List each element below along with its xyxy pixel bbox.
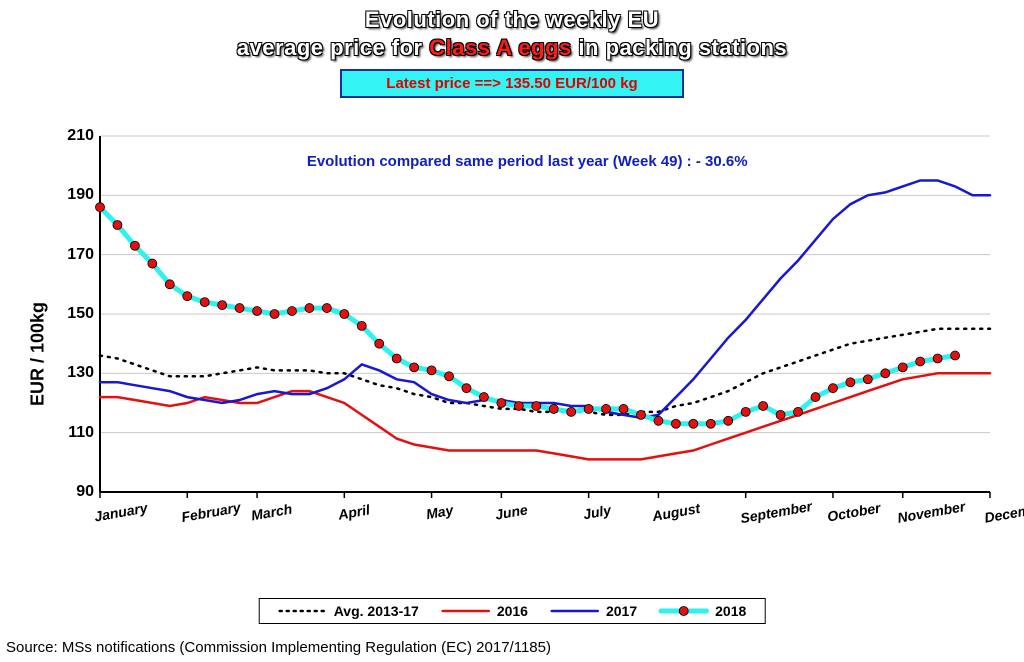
marker [567, 407, 576, 416]
marker [427, 366, 436, 375]
marker [287, 307, 296, 316]
y-tick-label: 90 [60, 483, 94, 501]
y-tick-label: 130 [60, 364, 94, 382]
marker [514, 401, 523, 410]
marker [322, 304, 331, 313]
marker [706, 419, 715, 428]
title-pre: average price for [237, 35, 429, 60]
legend-item: 2018 [659, 603, 746, 619]
marker [305, 304, 314, 313]
legend-item: 2017 [550, 603, 637, 619]
marker [636, 410, 645, 419]
marker [584, 404, 593, 413]
marker [759, 401, 768, 410]
marker [357, 321, 366, 330]
marker [410, 363, 419, 372]
marker [846, 378, 855, 387]
marker [445, 372, 454, 381]
marker [375, 339, 384, 348]
latest-price-badge: Latest price ==> 135.50 EUR/100 kg [340, 69, 683, 98]
legend-label: 2016 [497, 603, 528, 619]
marker [794, 407, 803, 416]
y-tick-label: 110 [60, 424, 94, 442]
legend-item: Avg. 2013-17 [278, 603, 419, 619]
marker [270, 310, 279, 319]
chart-area: EUR / 100kg Evolution compared same peri… [44, 126, 1004, 582]
marker [951, 351, 960, 360]
marker [811, 393, 820, 402]
title-post: in packing stations [572, 35, 787, 60]
marker [863, 375, 872, 384]
evolution-annotation: Evolution compared same period last year… [307, 153, 748, 170]
marker [689, 419, 698, 428]
marker [916, 357, 925, 366]
marker [200, 298, 209, 307]
marker [96, 203, 105, 212]
marker [741, 407, 750, 416]
marker [340, 310, 349, 319]
marker [898, 363, 907, 372]
chart-title: Evolution of the weekly EU average price… [0, 0, 1024, 61]
marker [881, 369, 890, 378]
marker [532, 401, 541, 410]
source-text: Source: MSs notifications (Commission Im… [6, 639, 551, 656]
marker [724, 416, 733, 425]
marker [619, 404, 628, 413]
title-line-1: Evolution of the weekly EU [0, 6, 1024, 34]
marker [253, 307, 262, 316]
y-tick-label: 150 [60, 305, 94, 323]
marker [933, 354, 942, 363]
marker [130, 241, 139, 250]
legend-item: 2016 [441, 603, 528, 619]
title-line-2: average price for Class A eggs in packin… [0, 34, 1024, 62]
marker [549, 404, 558, 413]
marker [654, 416, 663, 425]
marker [497, 399, 506, 408]
legend-label: 2018 [715, 603, 746, 619]
marker [462, 384, 471, 393]
marker [218, 301, 227, 310]
marker [671, 419, 680, 428]
marker [183, 292, 192, 301]
series-2016 [100, 373, 990, 459]
marker [828, 384, 837, 393]
marker [479, 393, 488, 402]
marker [602, 404, 611, 413]
title-red: Class A eggs [429, 35, 572, 60]
price-badge-wrap: Latest price ==> 135.50 EUR/100 kg [0, 69, 1024, 98]
marker [235, 304, 244, 313]
series-2018 [100, 207, 955, 424]
marker [165, 280, 174, 289]
y-tick-label: 170 [60, 246, 94, 264]
legend-label: 2017 [606, 603, 637, 619]
marker [113, 221, 122, 230]
y-tick-label: 190 [60, 186, 94, 204]
y-tick-label: 210 [60, 127, 94, 145]
marker [148, 259, 157, 268]
legend: Avg. 2013-17 2016 2017 2018 [259, 598, 766, 624]
marker [392, 354, 401, 363]
marker [776, 410, 785, 419]
legend-label: Avg. 2013-17 [334, 603, 419, 619]
